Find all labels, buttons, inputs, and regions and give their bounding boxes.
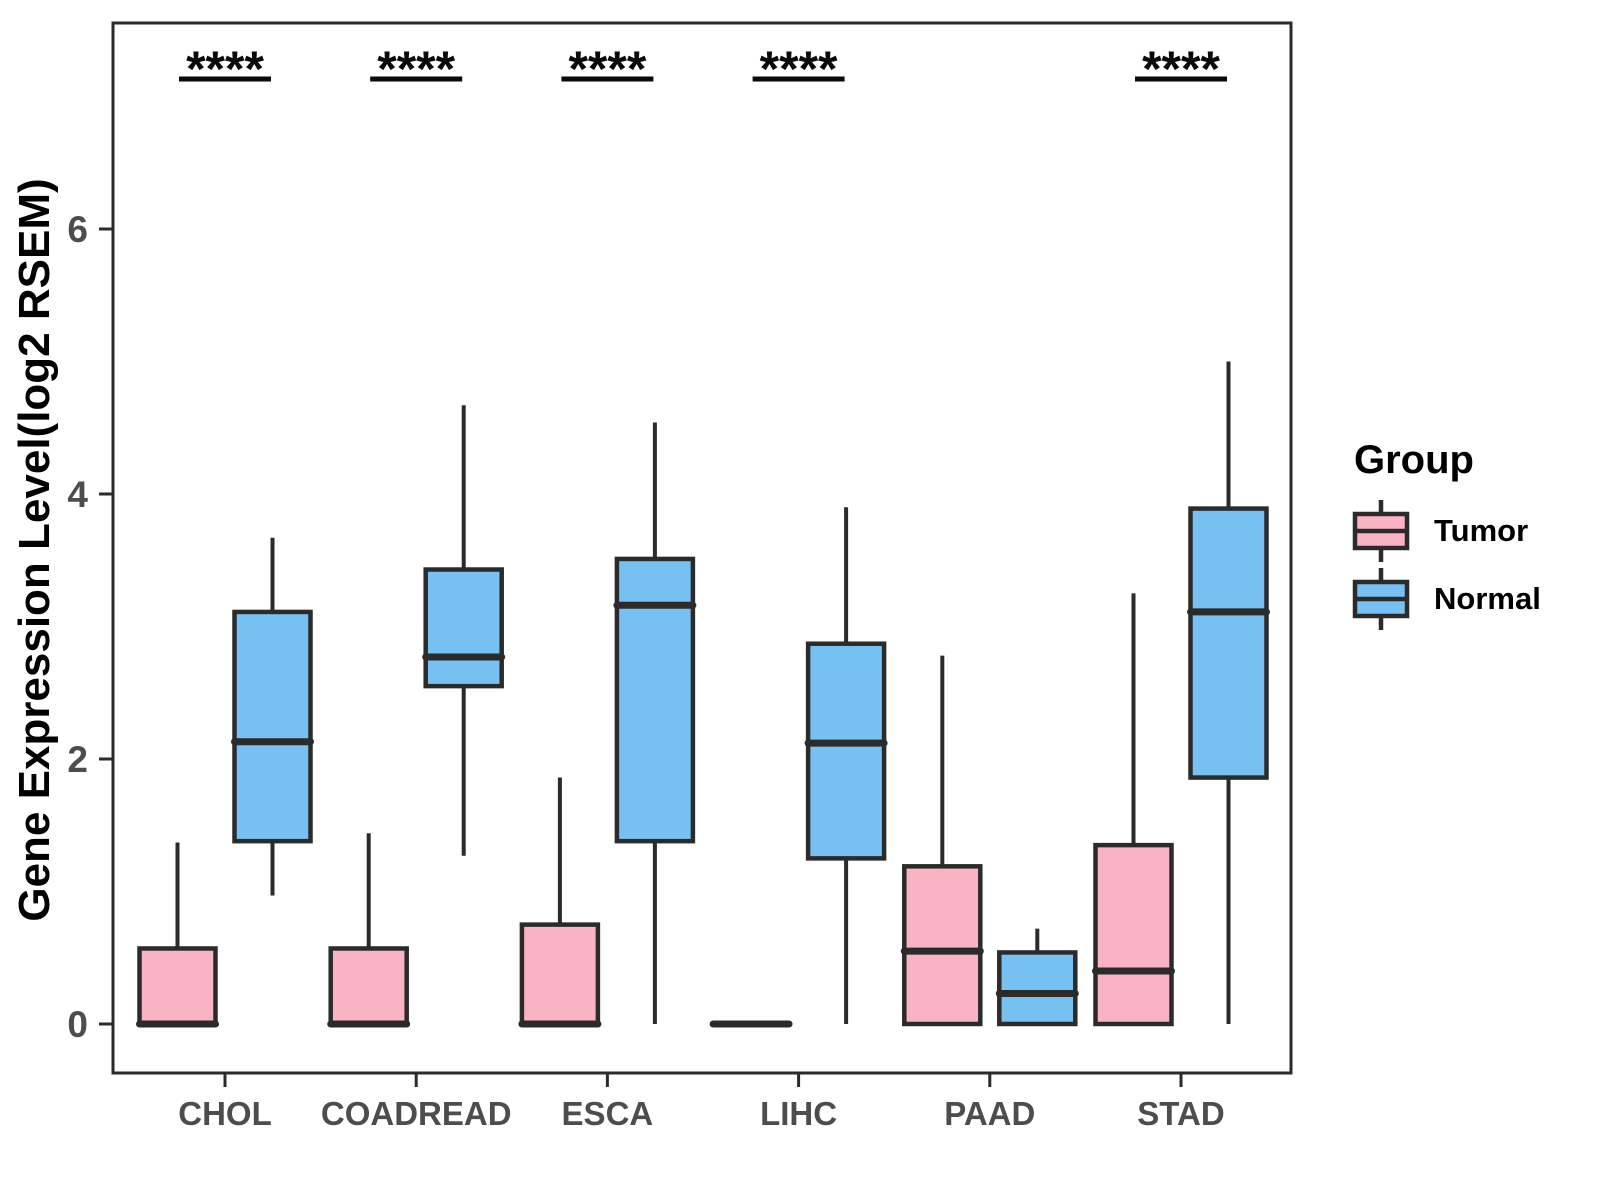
significance-stars-CHOL: **** [186, 41, 264, 97]
x-tick-label-PAAD: PAAD [944, 1095, 1035, 1132]
box [519, 922, 601, 1027]
legend-entry-normal: Normal [1352, 565, 1592, 633]
boxplot-CHOL-Tumor [136, 842, 219, 1028]
box [1093, 842, 1174, 1027]
boxplot-STAD-Normal [1187, 361, 1270, 1024]
y-tick-label: 4 [67, 474, 88, 515]
box [805, 641, 887, 861]
significance-stars-ESCA: **** [568, 41, 646, 97]
legend-title: Group [1354, 438, 1474, 482]
significance-stars-STAD: **** [1142, 41, 1220, 97]
panel-border [111, 21, 1293, 1075]
box [614, 556, 696, 844]
box [902, 864, 983, 1027]
x-tick-label-ESCA: ESCA [562, 1095, 654, 1132]
box [328, 946, 409, 1027]
x-tick-label-LIHC: LIHC [760, 1095, 837, 1132]
boxplot-PAAD-Tumor [900, 655, 984, 1027]
box [1188, 506, 1269, 780]
legend-label: Tumor [1434, 513, 1529, 548]
legend-key-boxplot-icon [1352, 500, 1410, 562]
boxplot-CHOL-Normal [231, 537, 314, 896]
y-tick-label: 0 [67, 1004, 88, 1045]
boxplot-ESCA-Normal [613, 422, 697, 1024]
legend-entry-tumor: Tumor [1352, 497, 1592, 565]
legend-label: Normal [1434, 581, 1541, 616]
legend-key-boxplot-icon [1352, 568, 1410, 630]
box [423, 567, 504, 689]
y-tick-label: 6 [67, 209, 88, 250]
box [137, 946, 218, 1027]
boxplot-COADREAD-Tumor [327, 833, 411, 1028]
legend: Group Tumor Normal [1352, 438, 1592, 633]
x-tick-label-STAD: STAD [1137, 1095, 1224, 1132]
significance-stars-LIHC: **** [760, 41, 838, 97]
boxplot-COADREAD-Normal [422, 405, 506, 856]
x-tick-label-CHOL: CHOL [178, 1095, 272, 1132]
box [997, 950, 1078, 1027]
boxplot-STAD-Tumor [1092, 593, 1175, 1027]
y-tick-label: 2 [67, 739, 88, 780]
x-tick-label-COADREAD: COADREAD [321, 1095, 512, 1132]
boxplot-ESCA-Tumor [518, 777, 602, 1028]
significance-stars-COADREAD: **** [377, 41, 455, 97]
boxplot-LIHC-Normal [804, 507, 888, 1024]
box [232, 609, 313, 844]
y-axis-title: Gene Expression Level(log2 RSEM) [10, 178, 59, 922]
boxplot-PAAD-Normal [995, 928, 1079, 1027]
